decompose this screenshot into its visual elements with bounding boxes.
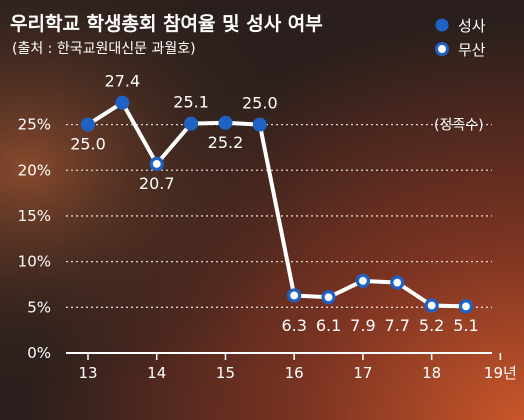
data-label: 5.1 — [453, 316, 478, 335]
x-tick-label: 15 — [216, 364, 235, 382]
data-point-fail — [287, 288, 302, 303]
data-label: 25.0 — [70, 135, 106, 154]
legend: 성사 무산 — [435, 17, 486, 59]
data-label: 7.9 — [350, 316, 375, 335]
data-markers — [81, 95, 474, 314]
y-axis-ticks: 0% 5% 10% 15% 20% 25% — [18, 116, 51, 362]
data-labels: 25.0 27.4 20.7 25.1 25.2 25.0 6.3 6.1 7.9 7.7 5.2 5… — [70, 72, 479, 335]
y-tick-label: 20% — [18, 161, 51, 179]
data-label: 25.1 — [173, 93, 209, 112]
data-point-success — [115, 95, 130, 110]
data-point-success — [81, 117, 95, 132]
legend-filled-marker — [435, 18, 449, 32]
x-tick-label: 17 — [353, 364, 372, 382]
x-tick-label: 13 — [78, 364, 97, 382]
data-point-fail — [424, 298, 439, 313]
data-label: 27.4 — [105, 72, 141, 91]
x-tick-label: 19년 — [484, 364, 517, 382]
x-axis: 13 14 15 16 17 18 19년 — [78, 353, 517, 382]
y-tick-label: 5% — [27, 298, 51, 316]
data-label: 5.2 — [419, 316, 444, 335]
data-point-success — [218, 115, 233, 130]
y-tick-label: 10% — [18, 253, 51, 271]
x-tick-label: 18 — [422, 364, 441, 382]
chart-subtitle: (출처 : 한국교원대신문 과월호) — [12, 41, 196, 57]
data-point-fail — [390, 275, 405, 290]
data-label: 20.7 — [139, 174, 175, 193]
chart-title: 우리학교 학생총회 참여율 및 성사 여부 — [10, 13, 323, 35]
data-point-fail — [355, 273, 371, 288]
data-label: 25.2 — [208, 133, 244, 152]
y-tick-label: 15% — [18, 207, 51, 225]
grid — [66, 123, 492, 354]
data-point-fail — [458, 299, 474, 314]
data-label: 7.7 — [385, 316, 410, 335]
data-point-success — [252, 117, 267, 132]
legend-label-fail: 무산 — [458, 41, 486, 59]
y-tick-label: 25% — [18, 116, 51, 134]
data-label: 6.3 — [281, 316, 306, 335]
quorum-label: (정족수) — [434, 118, 484, 134]
x-tick-label: 14 — [147, 364, 166, 382]
data-point-success — [184, 116, 199, 131]
data-label: 25.0 — [242, 94, 278, 113]
data-point-fail — [149, 156, 164, 171]
legend-label-success: 성사 — [458, 17, 486, 35]
y-tick-label: 0% — [27, 344, 51, 362]
legend-hollow-marker — [435, 42, 449, 56]
data-label: 6.1 — [316, 316, 341, 335]
data-point-fail — [321, 290, 336, 305]
x-tick-label: 16 — [285, 364, 304, 382]
